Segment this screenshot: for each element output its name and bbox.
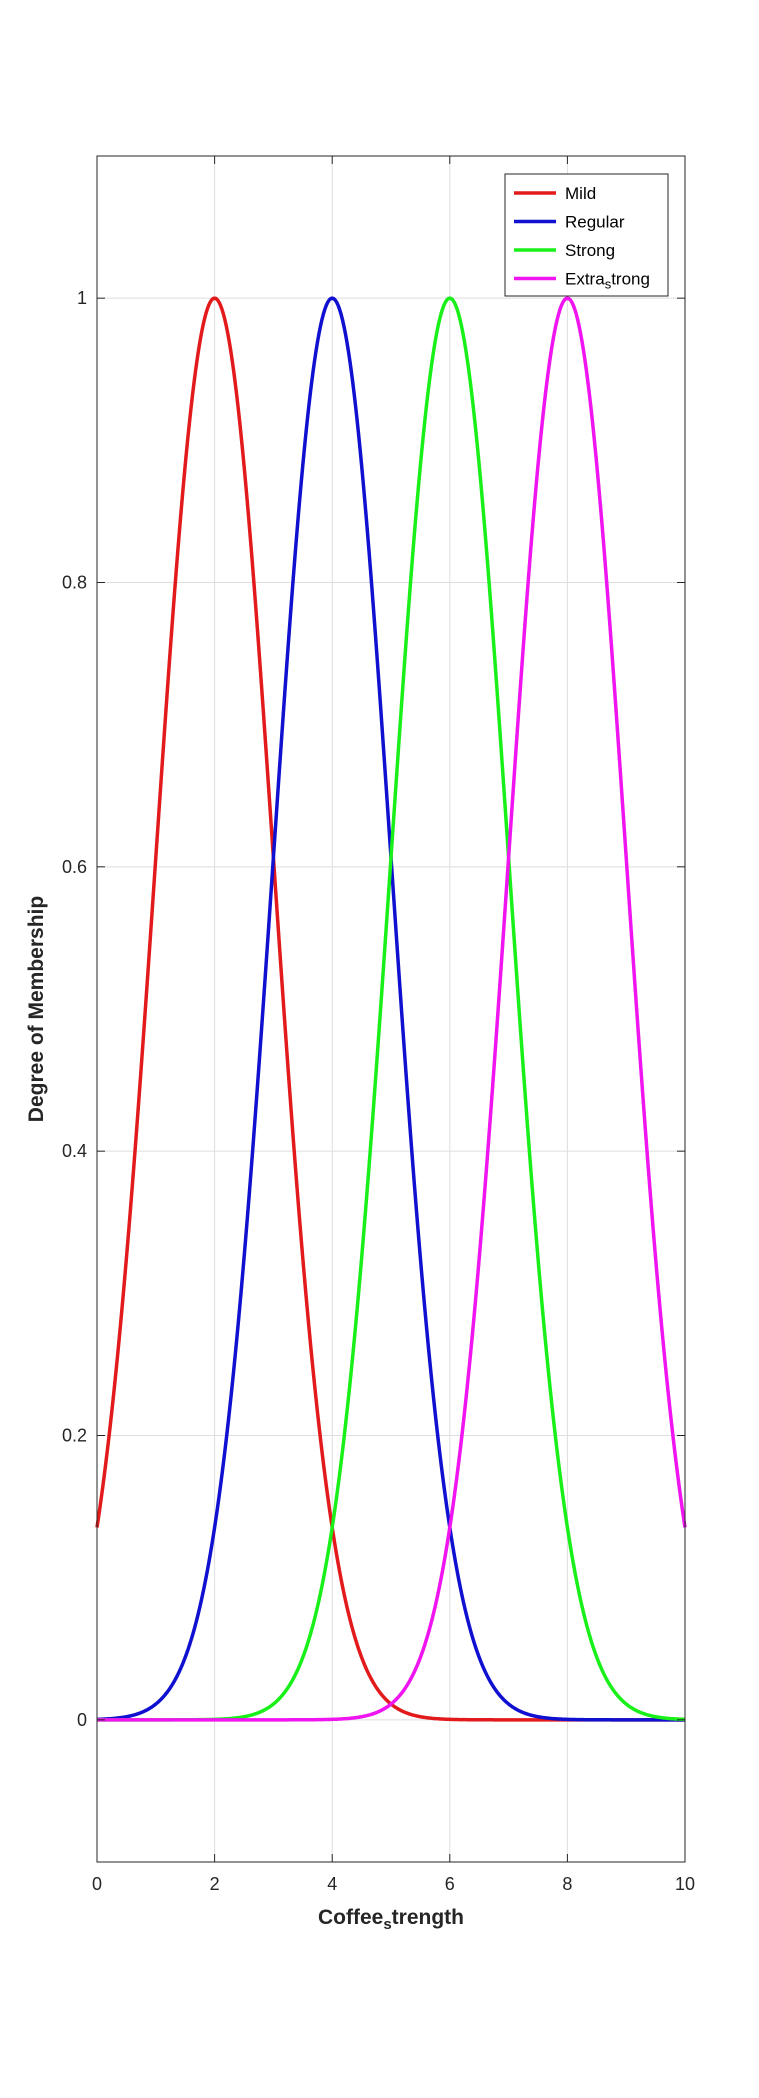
x-tick-label: 6 [445,1874,455,1894]
x-tick-label: 4 [327,1874,337,1894]
x-axis-title-subscript: s [383,1916,391,1933]
y-axis-title: Degree of Membership [25,896,48,1122]
legend-label: Strong [565,241,615,260]
x-axis-title: Coffeestrength [318,1906,464,1933]
plot-frame [96,155,686,1863]
y-tick-label: 0.8 [62,573,87,593]
x-tick-label: 8 [562,1874,572,1894]
legend-label-main: Mild [565,184,596,203]
legend-label: Extrastrong [565,270,650,292]
x-tick-label: 0 [92,1874,102,1894]
x-tick-label: 2 [210,1874,220,1894]
y-tick-label: 1 [77,288,87,308]
legend-label: Regular [565,213,625,232]
legend-label-main: Regular [565,213,625,232]
legend-label-subscript: s [605,277,612,292]
legend-label-tail: trong [611,270,650,289]
x-tick-label: 10 [675,1874,695,1894]
x-axis-title-tail: trength [392,1906,464,1929]
legend-label-main: Strong [565,241,615,260]
series-lines [95,296,687,1722]
x-axis-title-main: Coffee [318,1906,383,1929]
plot-background [97,156,685,1862]
axis-ticks: 0 2 4 6 8 10 0 0.2 0.4 0.6 0.8 1 [62,156,695,1894]
legend-label: Mild [565,184,596,203]
y-tick-label: 0 [77,1710,87,1730]
legend-entries: Mild Regular Strong Extrastrong [514,184,650,292]
legend: Mild Regular Strong Extrastrong [504,173,669,297]
series-line-extrastrong [96,296,687,1722]
legend-label-main: Extra [565,270,605,289]
y-tick-label: 0.6 [62,857,87,877]
y-tick-label: 0.4 [62,1141,87,1161]
y-tick-label: 0.2 [62,1426,87,1446]
